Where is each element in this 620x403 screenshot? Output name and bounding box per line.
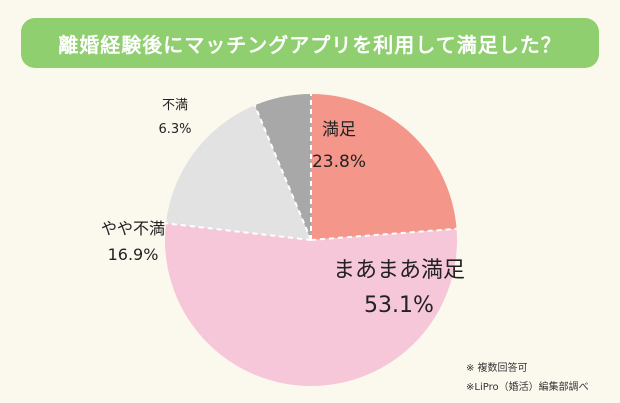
pie-slice-dissatisfied	[254, 94, 311, 240]
slice-value-dissatisfied: 6.3%	[158, 122, 191, 137]
pie-slice-satisfied	[311, 94, 457, 240]
slice-separator	[253, 104, 312, 241]
chart-title: 離婚経験後にマッチングアプリを利用して満足した？	[21, 18, 599, 68]
slice-value-satisfied: 23.8%	[312, 152, 366, 172]
slice-value-somewhat-satisfied: 53.1%	[364, 293, 434, 318]
note-source: ※LiPro（婚活）編集部調べ	[466, 382, 589, 393]
slice-separator	[310, 227, 457, 241]
slice-value-somewhat-dissatisfied: 16.9%	[108, 245, 159, 264]
pie-slice-somewhat-dissatisfied	[165, 105, 311, 240]
slice-label-somewhat-satisfied: まあまあ満足	[333, 258, 465, 283]
slice-separator	[165, 222, 312, 241]
pie-slice-somewhat-satisfied	[164, 223, 458, 386]
slice-label-dissatisfied: 不満	[162, 98, 188, 113]
slice-label-somewhat-dissatisfied: やや不満	[101, 219, 165, 238]
slice-label-satisfied: 満足	[322, 120, 356, 140]
note-multiple-answers: ※ 複数回答可	[466, 363, 528, 374]
